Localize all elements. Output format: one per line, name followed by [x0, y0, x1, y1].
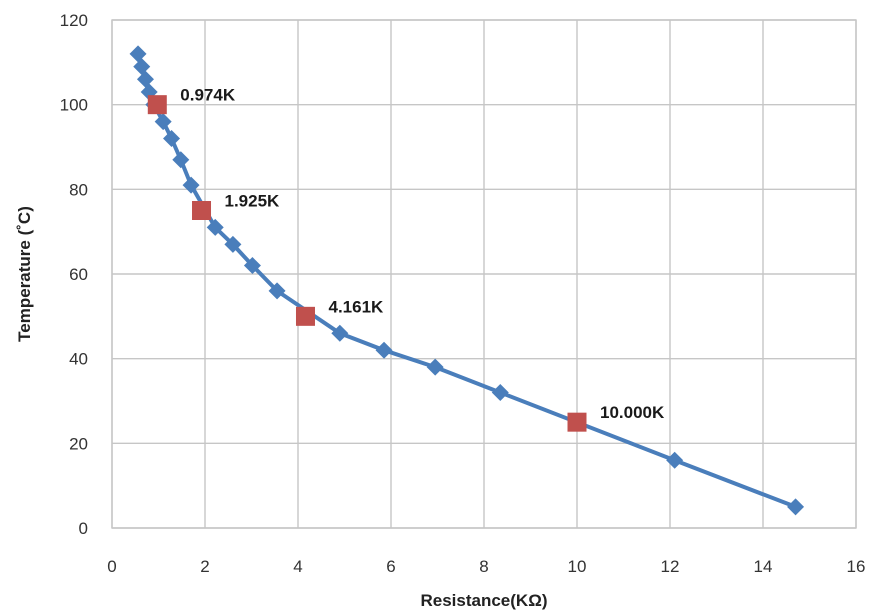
- x-axis-title: Resistance(KΩ): [420, 591, 547, 610]
- diamond-point: [666, 451, 684, 469]
- y-tick-label: 80: [69, 180, 88, 199]
- point-label: 0.974K: [180, 86, 236, 105]
- diamond-point: [375, 341, 393, 359]
- diamond-point: [331, 324, 349, 342]
- y-tick-label: 0: [79, 519, 88, 538]
- x-tick-label: 8: [479, 557, 488, 576]
- tick-labels: 0 2 4 6 8 10 12 14 16 0 20 40 60 80 100 120: [60, 11, 866, 576]
- y-tick-label: 100: [60, 96, 88, 115]
- square-point: [567, 412, 587, 432]
- y-tick-label: 20: [69, 434, 88, 453]
- diamond-point: [133, 58, 151, 76]
- diamond-point: [426, 358, 444, 376]
- y-tick-label: 60: [69, 265, 88, 284]
- diamond-point: [182, 176, 200, 194]
- diamond-point: [243, 257, 261, 275]
- x-tick-label: 0: [107, 557, 116, 576]
- x-tick-label: 16: [847, 557, 866, 576]
- x-tick-label: 6: [386, 557, 395, 576]
- grid-lines: [111, 19, 857, 529]
- point-label: 1.925K: [225, 192, 281, 211]
- diamond-point: [268, 282, 286, 300]
- diamond-point: [491, 384, 509, 402]
- point-label: 4.161K: [328, 297, 384, 316]
- diamond-point: [129, 45, 147, 63]
- diamond-point: [136, 70, 154, 88]
- diamond-point: [787, 498, 805, 516]
- diamond-point: [154, 113, 172, 131]
- x-tick-label: 14: [754, 557, 773, 576]
- diamond-point: [163, 130, 181, 148]
- square-point: [192, 201, 212, 220]
- square-point: [295, 306, 315, 326]
- x-tick-label: 10: [568, 557, 587, 576]
- series-line: [136, 51, 798, 509]
- diamond-point: [224, 235, 242, 253]
- plot-area-frame: [111, 19, 857, 529]
- y-axis-title: Temperature (˚C): [15, 206, 34, 342]
- x-tick-label: 12: [661, 557, 680, 576]
- x-tick-label: 4: [293, 557, 302, 576]
- point-label: 10.000K: [600, 403, 665, 422]
- diamond-point: [172, 151, 190, 169]
- diamond-markers: [129, 45, 805, 516]
- diamond-point: [206, 218, 224, 236]
- square-markers: [147, 95, 587, 432]
- y-tick-label: 120: [60, 11, 88, 30]
- data-labels: 0.974K 1.925K 4.161K 10.000K: [180, 86, 665, 422]
- y-tick-label: 40: [69, 350, 88, 369]
- x-tick-label: 2: [200, 557, 209, 576]
- square-point: [147, 95, 167, 115]
